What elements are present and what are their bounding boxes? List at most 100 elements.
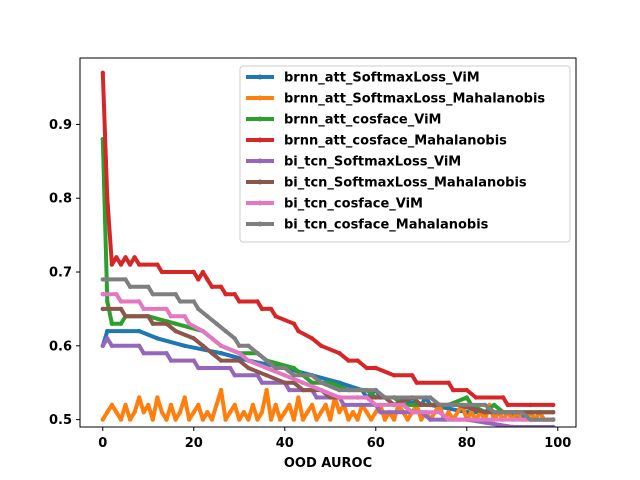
legend-item: bi_tcn_cosface_ViM [246,197,423,212]
data-point [209,284,215,289]
data-point [319,380,324,385]
data-point [114,255,119,260]
data-point [141,410,146,415]
legend-marker [257,200,263,206]
data-point [232,336,237,341]
data-point [273,402,278,408]
data-point [200,343,206,348]
data-point [118,417,124,422]
data-point [259,380,265,385]
data-point [309,402,315,408]
data-point [218,343,224,348]
data-point [105,196,110,201]
data-point [232,402,237,408]
data-point [428,395,433,400]
data-point [105,328,110,334]
data-point [105,336,110,341]
data-point [464,387,469,393]
series-line [101,388,554,422]
data-point [246,365,251,371]
legend-label: brnn_att_cosface_Mahalanobis [284,134,507,149]
data-point [414,380,419,385]
data-point [187,417,192,422]
data-point [205,314,210,319]
data-point [182,395,187,400]
data-point [528,417,533,422]
data-point [218,387,224,393]
data-point [255,351,260,356]
data-point [182,314,187,319]
data-point [118,262,124,267]
data-point [291,365,297,371]
legend-marker [257,179,263,185]
data-point [268,306,274,312]
data-point [137,328,142,334]
data-point [314,395,319,400]
data-point [150,321,155,326]
data-point [250,402,256,408]
data-point [146,402,151,408]
data-point [155,336,160,341]
data-point [191,269,196,275]
data-point [378,410,383,415]
data-point [123,255,128,260]
series-8 [100,277,556,422]
data-point [118,299,124,304]
x-axis: 0 20 40 60 80 100 [98,427,571,451]
data-point [191,299,196,304]
x-tick-label: 20 [185,436,203,451]
data-point [159,410,165,415]
data-point [323,402,328,408]
x-tick-label: 80 [458,436,476,451]
data-point [428,417,433,422]
data-point [287,387,292,393]
data-point [118,321,124,326]
data-point [237,417,242,422]
legend-box [239,65,571,243]
data-point [300,387,306,393]
data-point [405,417,410,422]
data-point [382,395,388,400]
data-point [177,299,183,304]
data-point [118,306,124,312]
data-point [255,299,260,304]
data-point [100,70,106,76]
data-point [264,358,269,363]
y-tick-label: 0.8 [49,192,72,207]
data-point [218,284,224,289]
data-point [237,343,242,348]
data-point [373,410,378,415]
data-point [223,417,228,422]
data-point [259,410,265,415]
data-point [464,395,469,400]
y-tick-label: 0.5 [49,413,72,428]
data-point [196,277,201,282]
data-point [100,343,106,348]
data-point [282,373,287,378]
data-point [450,387,456,393]
data-point [132,255,137,260]
data-point [391,417,397,422]
data-point [282,380,287,385]
data-point [164,351,169,356]
data-point [205,277,210,282]
data-point [369,417,374,422]
data-point [337,387,342,393]
data-point [123,277,128,282]
y-tick-label: 0.7 [49,266,72,281]
data-point [123,402,128,408]
data-point [100,292,106,297]
data-point [155,262,160,267]
data-point [164,321,169,326]
data-point [100,306,106,312]
data-point [373,387,378,393]
data-point [196,365,201,371]
legend-item: brnn_att_SoftmaxLoss_ViM [246,71,480,86]
data-point [159,269,165,275]
data-point [482,402,488,408]
y-tick-label: 0.6 [49,339,72,354]
legend-marker [257,95,263,101]
data-point [114,292,119,297]
data-point [346,417,351,422]
